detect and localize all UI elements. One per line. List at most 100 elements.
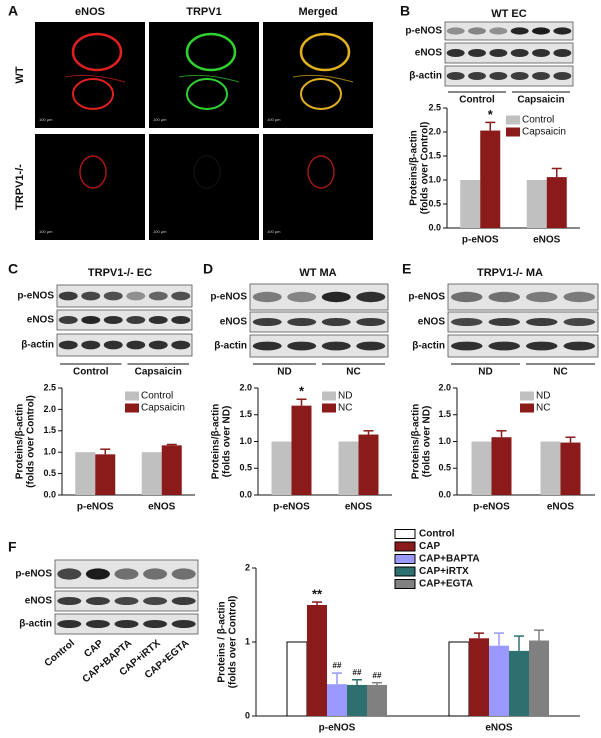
blot-strip xyxy=(447,334,599,358)
blot-band xyxy=(171,568,196,580)
cell-ring xyxy=(71,32,123,72)
y-axis-label: (folds over ND) xyxy=(222,406,233,478)
significance-mark: * xyxy=(299,384,305,399)
significance-mark: * xyxy=(488,107,494,122)
blot-band xyxy=(85,597,110,605)
y-tick-label: 2.0 xyxy=(438,382,451,392)
legend-label: NC xyxy=(338,403,352,414)
significance-mark: ## xyxy=(373,671,382,680)
x-tick-label: p-eNOS xyxy=(319,723,356,734)
blot-band xyxy=(252,291,282,303)
legend-label: ND xyxy=(536,391,550,402)
scale-label: 100 µm xyxy=(153,117,167,122)
scale-label: 100 µm xyxy=(267,229,281,234)
legend-swatch xyxy=(520,403,534,413)
cell-ring xyxy=(300,78,342,110)
column-title: eNOS xyxy=(75,6,105,18)
cell-edge xyxy=(64,74,126,83)
bar xyxy=(526,180,547,228)
blot-band xyxy=(563,291,595,303)
y-tick-label: 2.0 xyxy=(43,404,56,414)
legend-swatch xyxy=(394,541,416,552)
blot-band xyxy=(451,341,483,351)
cell-edge xyxy=(178,74,240,83)
x-tick-label: eNOS xyxy=(533,235,561,246)
blot-band xyxy=(114,568,139,580)
x-tick-label: eNOS xyxy=(485,723,513,734)
y-tick-label: 0.0 xyxy=(239,489,252,499)
blot-row-label: eNOS xyxy=(418,317,446,328)
panel-label: A xyxy=(8,3,18,19)
blot-band xyxy=(57,568,82,580)
blot-row-label: eNOS xyxy=(220,317,248,328)
group-label: NC xyxy=(553,367,567,378)
legend-label: Control xyxy=(141,391,173,402)
blot-title: TRPV1-/- EC xyxy=(88,267,152,279)
blot-row-label: p-eNOS xyxy=(17,291,54,302)
blot-band xyxy=(287,341,317,351)
y-tick-label: 0.5 xyxy=(43,468,56,478)
x-tick-label: p-eNOS xyxy=(462,235,499,246)
x-tick-label: eNOS xyxy=(148,502,176,513)
y-tick-label: 1.5 xyxy=(43,425,56,435)
legend-swatch xyxy=(394,579,416,589)
blot-band xyxy=(526,291,558,303)
bar xyxy=(546,177,567,228)
cell-ring xyxy=(185,32,237,72)
blot-row-label: β-actin xyxy=(21,340,54,351)
legend-swatch xyxy=(520,391,534,401)
micrograph xyxy=(149,22,259,128)
y-tick-label: 2.5 xyxy=(43,382,56,392)
blot-band xyxy=(468,72,486,80)
blot-row-label: eNOS xyxy=(27,315,55,326)
blot-band xyxy=(321,318,351,326)
blot-band xyxy=(489,27,508,35)
y-tick-label: 2.0 xyxy=(428,126,441,136)
x-tick-label: p-eNOS xyxy=(473,502,510,513)
scale-label: 100 µm xyxy=(39,229,53,234)
group-label: Control xyxy=(73,367,109,378)
blot-band xyxy=(287,318,317,326)
blot-band xyxy=(171,340,191,350)
panel-label: D xyxy=(203,261,213,277)
blot-band xyxy=(532,27,550,35)
legend-swatch xyxy=(322,403,336,413)
blot-band xyxy=(252,341,282,351)
blot-band xyxy=(563,318,595,326)
blot-strip xyxy=(447,311,599,333)
blot-band xyxy=(143,568,168,580)
blot-band xyxy=(526,341,558,351)
blot-band xyxy=(489,72,508,80)
y-tick-label: 1.5 xyxy=(239,409,252,419)
legend-swatch xyxy=(125,403,139,413)
bar xyxy=(367,684,387,716)
blot-strip xyxy=(444,65,574,87)
y-axis-label: (folds over Control) xyxy=(26,395,37,488)
y-tick-label: 1.5 xyxy=(438,409,451,419)
blot-band xyxy=(451,318,483,326)
legend-swatch xyxy=(394,529,416,539)
bar xyxy=(161,445,182,495)
blot-band xyxy=(148,340,168,350)
blot-band xyxy=(85,620,110,628)
y-tick-label: 0.5 xyxy=(239,463,252,473)
y-tick-label: 1.0 xyxy=(43,447,56,457)
blot-band xyxy=(114,620,139,628)
bar xyxy=(307,605,327,716)
blot-band xyxy=(510,72,529,80)
bar xyxy=(347,684,367,716)
legend-swatch xyxy=(506,115,520,125)
y-tick-label: 0 xyxy=(245,710,250,720)
blot-band xyxy=(57,597,82,605)
bar xyxy=(460,180,481,228)
blot-band xyxy=(126,291,146,301)
y-tick-label: 1 xyxy=(245,636,250,646)
blot-band xyxy=(321,291,351,303)
bar xyxy=(480,130,501,228)
scale-label: 100 µm xyxy=(39,117,53,122)
y-tick-label: 2.5 xyxy=(428,102,441,112)
blot-band xyxy=(103,340,123,350)
blot-band xyxy=(532,72,550,80)
blot-title: TRPV1-/- MA xyxy=(477,267,543,279)
